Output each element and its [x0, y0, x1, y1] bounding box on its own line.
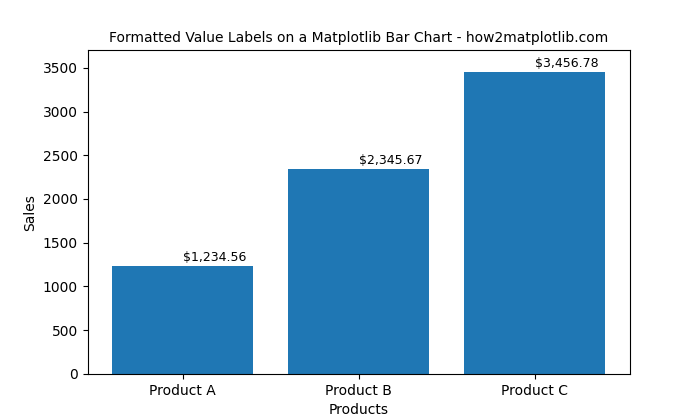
Bar [112, 266, 253, 374]
X-axis label: Products: Products [329, 403, 389, 417]
Text: $3,456.78: $3,456.78 [535, 57, 598, 70]
Title: Formatted Value Labels on a Matplotlib Bar Chart - how2matplotlib.com: Formatted Value Labels on a Matplotlib B… [109, 31, 608, 45]
Text: $2,345.67: $2,345.67 [358, 154, 422, 167]
Text: $1,234.56: $1,234.56 [183, 251, 246, 264]
Bar [464, 72, 606, 374]
Y-axis label: Sales: Sales [23, 194, 37, 231]
Bar [288, 169, 429, 374]
